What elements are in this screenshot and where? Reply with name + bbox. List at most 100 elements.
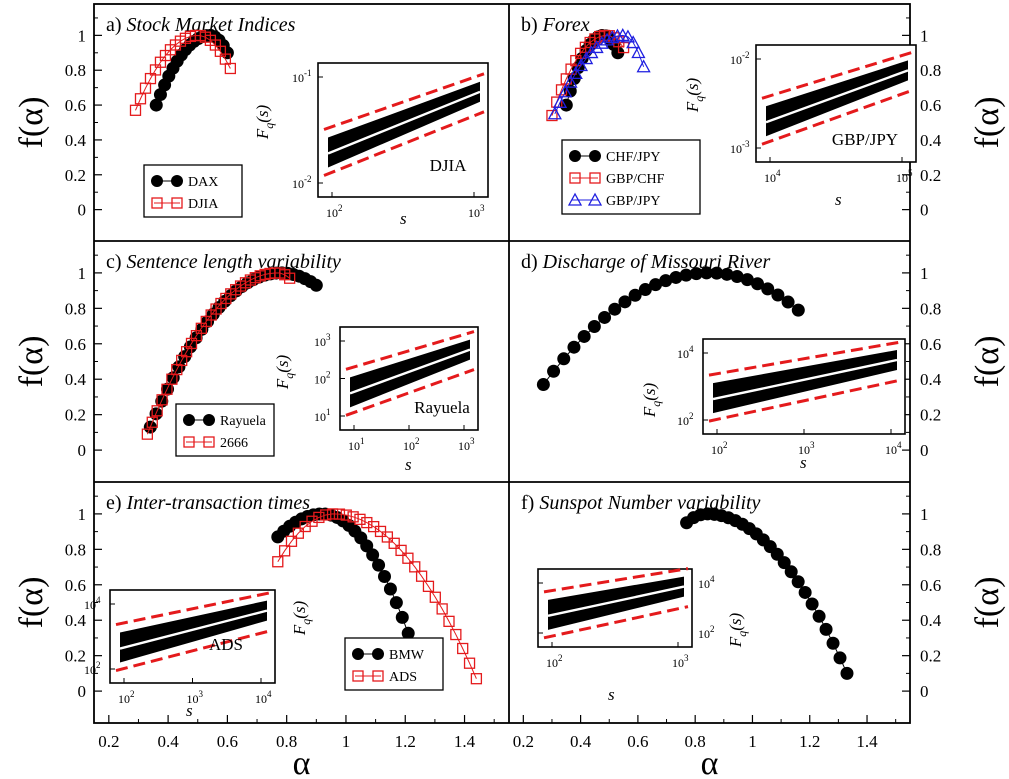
inset-x-tick-label: 102 bbox=[403, 436, 420, 453]
scaling-fit-line bbox=[765, 69, 909, 124]
y-axis-label: f(α) bbox=[13, 97, 50, 149]
data-point bbox=[819, 622, 833, 636]
legend-label: GBP/CHF bbox=[606, 172, 665, 187]
tick-exponent: 3 bbox=[199, 689, 204, 699]
data-point bbox=[381, 531, 394, 543]
tick-exponent: -3 bbox=[742, 139, 750, 149]
y-tick-label: 0.2 bbox=[65, 406, 86, 425]
tick-exponent: -1 bbox=[304, 68, 312, 78]
scaling-lines-band bbox=[548, 576, 684, 630]
legend-marker bbox=[587, 192, 603, 206]
panel-letter: f) bbox=[521, 492, 539, 514]
panel-letter: c) bbox=[106, 251, 127, 273]
data-point bbox=[700, 266, 714, 280]
data-point bbox=[220, 46, 234, 60]
data-point bbox=[306, 515, 318, 527]
inset-y-tick-label: 102 bbox=[698, 624, 715, 641]
inset-x-tick-label: 103 bbox=[458, 436, 475, 453]
data-point bbox=[402, 552, 414, 564]
inset-ylabel-sub: q bbox=[262, 123, 276, 129]
inset-x-tick-label: 103 bbox=[468, 203, 485, 220]
data-point bbox=[777, 556, 791, 570]
y-tick-label: 0.6 bbox=[65, 576, 86, 595]
bound-line-upper bbox=[345, 330, 475, 371]
x-axis-label: α bbox=[701, 745, 719, 779]
inset-y-tick-label: 102 bbox=[677, 411, 694, 428]
data-point bbox=[389, 596, 403, 610]
panel-title: d) Discharge of Missouri River bbox=[521, 251, 770, 273]
inset-y-tick-label: 10-2 bbox=[730, 50, 750, 67]
inset-y-axis-label: Fq(s) bbox=[273, 355, 296, 391]
tick-exponent: 2 bbox=[415, 436, 420, 446]
y-tick-label: 0.4 bbox=[920, 370, 942, 389]
inset-series-label: GBP/JPY bbox=[832, 130, 898, 149]
data-point bbox=[791, 303, 805, 317]
legend-label: Rayuela bbox=[220, 414, 267, 429]
y-tick-label: 0.6 bbox=[920, 576, 941, 595]
data-point bbox=[388, 537, 400, 549]
data-point bbox=[450, 628, 462, 641]
inset-ylabel-f: F bbox=[726, 636, 745, 648]
panel-title-text: Inter-transaction times bbox=[126, 492, 311, 514]
data-point bbox=[320, 509, 332, 521]
inset-x-axis-label: s bbox=[608, 685, 615, 704]
y-tick-label: 0.2 bbox=[920, 647, 941, 666]
x-tick-label: 0.4 bbox=[157, 732, 179, 751]
inset-ylabel-sub: q bbox=[299, 619, 313, 625]
inset-x-axis-label: s bbox=[835, 190, 842, 209]
legend-marker bbox=[203, 414, 215, 426]
y-tick-label: 1 bbox=[920, 505, 929, 524]
spectrum-line bbox=[135, 34, 231, 111]
data-point bbox=[605, 30, 620, 44]
data-point bbox=[552, 94, 568, 108]
inset-ylabel-sub: q bbox=[692, 96, 706, 102]
x-tick-label: 0.4 bbox=[570, 732, 592, 751]
data-point bbox=[326, 508, 339, 520]
data-point bbox=[429, 591, 441, 603]
y-tick-label: 0.8 bbox=[920, 540, 941, 559]
legend-label: BMW bbox=[389, 648, 425, 663]
x-tick-label: 0.6 bbox=[217, 732, 238, 751]
tick-exponent: 2 bbox=[723, 440, 728, 450]
data-point bbox=[536, 378, 550, 392]
data-point bbox=[771, 288, 785, 302]
tick-exponent: 3 bbox=[470, 436, 475, 446]
data-point bbox=[826, 636, 840, 650]
legend-label: DAX bbox=[188, 175, 218, 190]
data-point bbox=[340, 509, 352, 521]
data-point bbox=[626, 35, 641, 49]
inset-ylabel-sub: q bbox=[649, 401, 663, 407]
y-tick-label: 0.4 bbox=[65, 131, 87, 150]
data-point bbox=[558, 84, 573, 98]
data-point bbox=[679, 268, 693, 282]
tick-exponent: 2 bbox=[689, 411, 694, 421]
x-tick-label: 1.4 bbox=[454, 732, 476, 751]
y-tick-label: 1 bbox=[920, 26, 929, 45]
x-tick-label: 1.2 bbox=[799, 732, 820, 751]
legend-label: DJIA bbox=[188, 197, 219, 212]
y-tick-label: 1 bbox=[920, 264, 929, 283]
x-tick-label: 0.2 bbox=[513, 732, 534, 751]
data-point bbox=[333, 508, 346, 520]
bound-line-upper bbox=[323, 72, 485, 131]
inset-y-tick-label: 10-2 bbox=[292, 174, 312, 191]
inset-ylabel-arg: (s) bbox=[273, 355, 292, 373]
panel-title: a) Stock Market Indices bbox=[106, 14, 296, 36]
y-tick-label: 0.2 bbox=[920, 166, 941, 185]
data-point bbox=[395, 610, 409, 624]
y-tick-label: 0.2 bbox=[65, 166, 86, 185]
legend-marker bbox=[203, 436, 215, 448]
scaling-lines-band bbox=[328, 81, 480, 168]
data-point bbox=[546, 109, 558, 122]
inset-x-tick-label: 101 bbox=[348, 436, 365, 453]
data-point bbox=[791, 575, 805, 589]
bound-line-lower bbox=[345, 368, 475, 417]
y-tick-label: 0.6 bbox=[65, 96, 86, 115]
inset-x-tick-label: 102 bbox=[711, 440, 728, 457]
data-point bbox=[309, 278, 323, 292]
data-point bbox=[366, 548, 380, 562]
scaling-fit-line bbox=[119, 609, 268, 650]
panel-title-text: Discharge of Missouri River bbox=[542, 251, 771, 273]
